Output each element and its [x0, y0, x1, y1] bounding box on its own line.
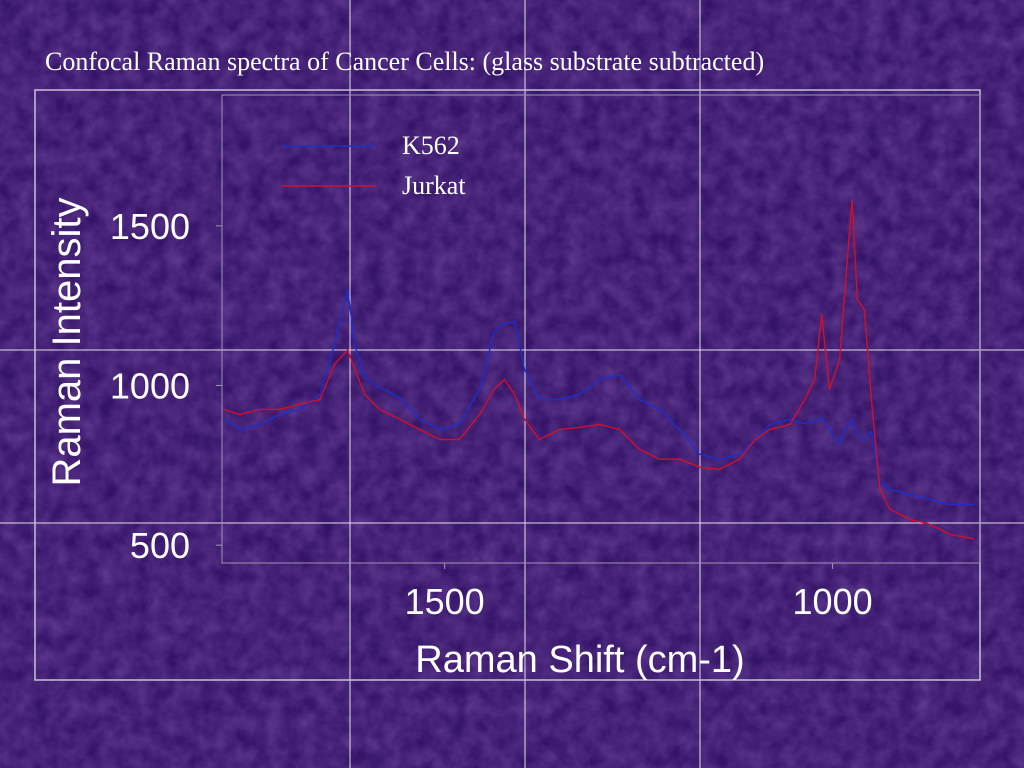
x-axis-label: Raman Shift (cm-1)	[415, 639, 744, 681]
y-tick-label: 500	[130, 525, 190, 566]
y-tick-label: 1000	[110, 366, 190, 407]
series-line	[224, 199, 975, 540]
x-tick-label: 1500	[405, 581, 485, 622]
y-tick-label: 1500	[110, 206, 190, 247]
chart-title: Confocal Raman spectra of Cancer Cells: …	[45, 47, 764, 76]
y-axis-label: Raman Intensity	[45, 197, 89, 486]
series-line	[223, 289, 975, 505]
legend-label: K562	[402, 131, 460, 160]
plot-frame	[221, 94, 981, 564]
legend-label: Jurkat	[402, 171, 466, 200]
x-tick-label: 1000	[793, 581, 873, 622]
